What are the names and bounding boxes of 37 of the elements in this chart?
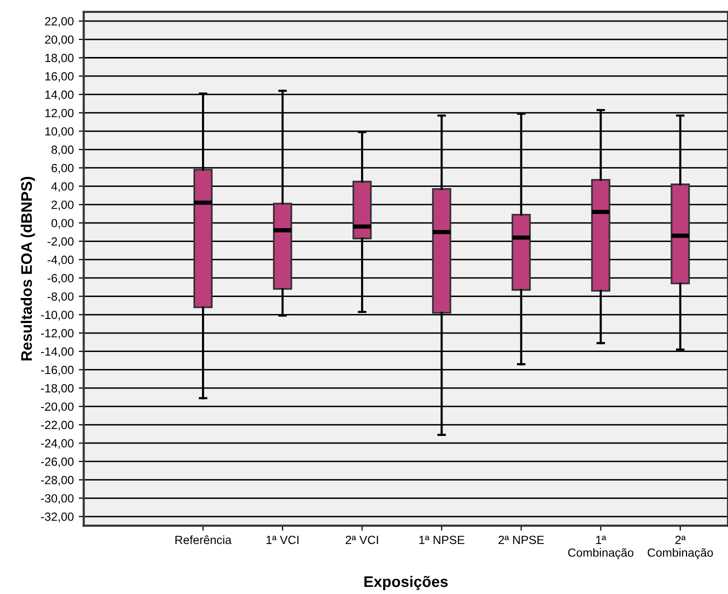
x-tick-label: 1ª Combinação	[568, 536, 634, 560]
x-tick-label: 1ª NPSE	[419, 536, 464, 544]
y-tick-label: -8,00	[48, 292, 74, 302]
y-tick-label: -30,00	[41, 494, 74, 504]
y-tick-label: 10,00	[45, 127, 74, 137]
y-tick-label: -24,00	[41, 439, 74, 449]
y-tick-label: 16,00	[45, 72, 74, 82]
y-tick-label: -14,00	[41, 347, 74, 358]
y-axis-title: Resultados EOA (dBNPS)	[20, 176, 35, 360]
y-tick-label: 2,00	[52, 200, 74, 210]
y-tick-label: -32,00	[41, 512, 74, 522]
x-axis-title: Exposições	[364, 576, 448, 590]
y-tick-label: 12,00	[45, 108, 74, 119]
y-tick-label: -26,00	[41, 458, 74, 468]
y-tick-label: -22,00	[41, 420, 74, 431]
y-tick-label: -12,00	[41, 329, 74, 339]
y-tick-label: -18,00	[41, 384, 74, 394]
x-tick-label: 2ª NPSE	[498, 536, 544, 544]
y-tick-label: -10,00	[41, 310, 74, 320]
x-tick-label: 2ª VCI	[346, 536, 378, 544]
y-tick-label: 14,00	[45, 90, 74, 100]
y-tick-label: 18,00	[45, 54, 74, 64]
y-tick-label: -20,00	[41, 402, 74, 412]
y-tick-label: 8,00	[52, 146, 74, 156]
y-tick-label: -2,00	[48, 237, 74, 248]
y-tick-label: -28,00	[41, 476, 74, 486]
y-tick-label: -16,00	[41, 366, 74, 376]
y-tick-label: -4,00	[48, 256, 74, 266]
x-tick-label: 1ª VCI	[266, 536, 298, 544]
y-tick-label: 6,00	[52, 164, 74, 174]
y-tick-label: -6,00	[48, 274, 74, 284]
y-tick-label: 0,00	[51, 218, 74, 229]
y-tick-label: 22,00	[45, 17, 74, 27]
x-tick-label: Referência	[175, 535, 232, 544]
y-tick-label: 4,00	[51, 182, 74, 192]
x-tick-label: 2ª Combinação	[648, 536, 713, 560]
y-tick-label: 20,00	[45, 35, 74, 46]
